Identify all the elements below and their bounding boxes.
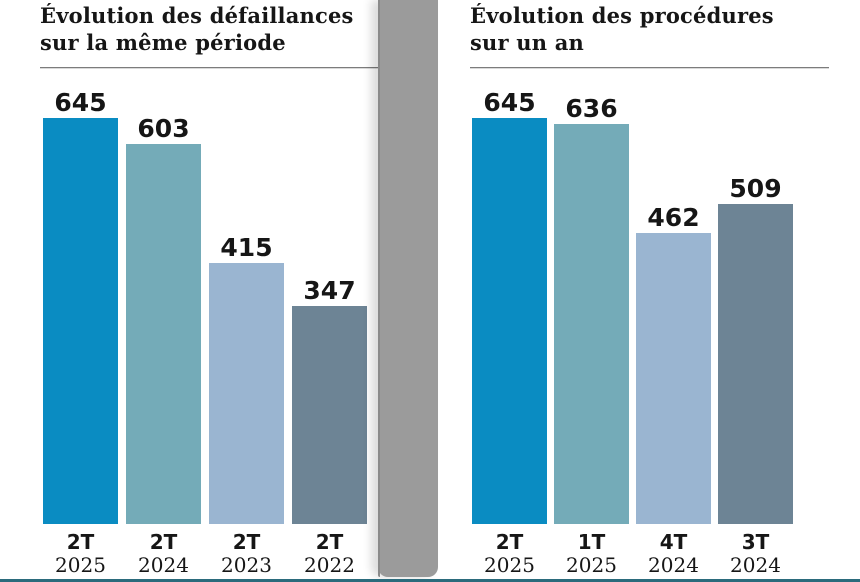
- x-axis-tick: 2T 2025: [472, 530, 547, 577]
- tick-year: 2024: [138, 553, 189, 577]
- bar: [209, 263, 284, 524]
- chart-title-line2: sur la même période: [40, 30, 286, 55]
- title-rule: [470, 67, 829, 69]
- bars-defaillances: 645 603 415 347: [43, 80, 367, 524]
- chart-title-procedures: Évolution des procédures sur un an: [470, 2, 774, 56]
- bar: [292, 306, 367, 524]
- tick-quarter: 2T: [66, 530, 95, 554]
- bar: [126, 144, 201, 524]
- title-rule: [40, 67, 378, 69]
- bar-column: 462: [636, 205, 711, 524]
- bar-value-label: 636: [565, 94, 618, 123]
- ticks-defaillances: 2T 2025 2T 2024 2T 2023 2T 2022: [43, 530, 367, 577]
- x-axis-tick: 2T 2024: [126, 530, 201, 577]
- tick-quarter: 4T: [659, 530, 688, 554]
- ticks-procedures: 2T 2025 1T 2025 4T 2024 3T 2024: [472, 530, 793, 577]
- bar-value-label: 347: [303, 276, 356, 305]
- bar-column: 415: [209, 235, 284, 524]
- chart-procedures: Évolution des procédures sur un an 645 63…: [438, 0, 860, 582]
- tick-year: 2025: [55, 553, 106, 577]
- x-axis-tick: 2T 2023: [209, 530, 284, 577]
- tick-quarter: 2T: [495, 530, 524, 554]
- tick-quarter: 2T: [149, 530, 178, 554]
- bar-value-label: 415: [220, 233, 273, 262]
- bars-procedures: 645 636 462 509: [472, 80, 793, 524]
- tick-quarter: 2T: [232, 530, 261, 554]
- bar-column: 636: [554, 96, 629, 524]
- x-axis-tick: 1T 2025: [554, 530, 629, 577]
- bar-column: 645: [43, 90, 118, 524]
- tick-year: 2025: [484, 553, 535, 577]
- bar-value-label: 645: [54, 88, 107, 117]
- chart-title-line1: Évolution des procédures: [470, 3, 774, 28]
- chart-defaillances: Évolution des défaillances sur la même p…: [0, 0, 378, 582]
- bottom-border-line: [0, 579, 860, 582]
- tick-quarter: 1T: [577, 530, 606, 554]
- bar-column: 603: [126, 116, 201, 524]
- x-axis-tick: 4T 2024: [636, 530, 711, 577]
- bar: [43, 118, 118, 524]
- x-axis-tick: 2T 2025: [43, 530, 118, 577]
- tick-year: 2022: [304, 553, 355, 577]
- bar: [718, 204, 793, 524]
- bar-value-label: 603: [137, 114, 190, 143]
- x-axis-tick: 2T 2022: [292, 530, 367, 577]
- bar-value-label: 509: [729, 174, 782, 203]
- x-axis-tick: 3T 2024: [718, 530, 793, 577]
- bar: [554, 124, 629, 524]
- vertical-divider-bar: [378, 0, 438, 577]
- bar: [472, 118, 547, 524]
- bar: [636, 233, 711, 524]
- bar-value-label: 462: [647, 203, 700, 232]
- tick-year: 2024: [648, 553, 699, 577]
- chart-title-defaillances: Évolution des défaillances sur la même p…: [40, 2, 354, 56]
- bar-column: 645: [472, 90, 547, 524]
- tick-year: 2024: [730, 553, 781, 577]
- tick-quarter: 2T: [315, 530, 344, 554]
- bar-column: 509: [718, 176, 793, 524]
- tick-quarter: 3T: [741, 530, 770, 554]
- tick-year: 2025: [566, 553, 617, 577]
- tick-year: 2023: [221, 553, 272, 577]
- bar-column: 347: [292, 278, 367, 524]
- chart-title-line1: Évolution des défaillances: [40, 3, 354, 28]
- bar-value-label: 645: [483, 88, 536, 117]
- chart-title-line2: sur un an: [470, 30, 584, 55]
